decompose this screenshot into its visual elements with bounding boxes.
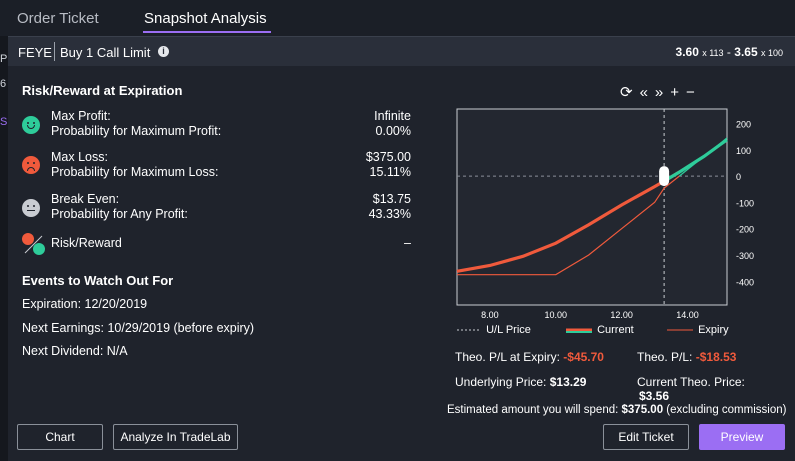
legend-label: Expiry	[698, 324, 729, 336]
legend-expiry-swatch	[667, 329, 693, 331]
theo-pl-label: Theo. P/L:	[637, 350, 693, 364]
x-tick-label: 10.00	[545, 310, 568, 320]
y-tick-label: 100	[736, 146, 751, 156]
edge-text: S	[0, 116, 8, 128]
series-expiry-line	[457, 175, 680, 276]
legend-label: U/L Price	[486, 324, 531, 336]
current-theo-price-label: Current Theo. Price:	[637, 375, 745, 389]
theo-pl-expiry: Theo. P/L at Expiry: -$45.70	[455, 350, 604, 364]
risk-reward-label: Risk/Reward	[51, 236, 122, 250]
y-tick-label: -300	[736, 251, 754, 261]
prob-any-profit-label: Probability for Any Profit:	[51, 207, 188, 221]
neutral-face-icon	[22, 199, 40, 217]
bid-price: 3.60	[675, 45, 699, 59]
max-loss-label: Max Loss:	[51, 150, 108, 164]
sad-face-icon	[22, 156, 40, 174]
plus-icon[interactable]: +	[670, 84, 680, 101]
x-tick-label: 14.00	[676, 310, 699, 320]
bid-size: x 113	[702, 48, 724, 58]
legend-ul-price: U/L Price	[457, 324, 531, 336]
max-profit-label: Max Profit:	[51, 109, 111, 123]
events-heading: Events to Watch Out For	[22, 273, 174, 288]
estimate-amount: $375.00	[621, 404, 664, 416]
theo-pl: Theo. P/L: -$18.53	[637, 350, 736, 364]
estimated-spend: Estimated amount you will spend: $375.00…	[447, 404, 786, 416]
chart-toolbar: ⟳ « » + −	[620, 83, 702, 101]
ask-price: 3.65	[734, 45, 758, 59]
background-window-edge: Pr 6 S	[0, 36, 11, 461]
legend-dotted-swatch	[457, 329, 481, 331]
quote: 3.60 x 113 - 3.65 x 100	[676, 45, 783, 59]
y-tick-label: -200	[736, 225, 754, 235]
next-earnings: Next Earnings: 10/29/2019 (before expiry…	[22, 321, 255, 335]
double-left-icon[interactable]: «	[639, 84, 648, 101]
edge-text: 6	[0, 78, 7, 90]
ask-size: x 100	[760, 48, 783, 58]
series-current-line	[456, 170, 681, 273]
legend-current: Current	[566, 324, 634, 336]
max-profit-value: Infinite	[374, 109, 411, 123]
refresh-icon[interactable]: ⟳	[620, 84, 633, 101]
smile-face-icon	[22, 116, 40, 134]
quote-separator: -	[726, 45, 731, 59]
y-tick-label: -100	[736, 198, 754, 208]
break-even-value: $13.75	[372, 192, 411, 206]
theo-pl-expiry-label: Theo. P/L at Expiry:	[455, 350, 560, 364]
prob-max-profit-value: 0.00%	[375, 124, 411, 138]
theo-pl-value: -$18.53	[695, 350, 737, 364]
next-dividend: Next Dividend: N/A	[22, 344, 128, 358]
prob-max-profit-label: Probability for Maximum Profit:	[51, 124, 222, 138]
legend-current-swatch	[566, 328, 592, 334]
prob-max-loss-label: Probability for Maximum Loss:	[51, 165, 219, 179]
symbol: FEYE	[18, 45, 52, 60]
expiration-date: Expiration: 12/20/2019	[22, 297, 148, 311]
legend-expiry: Expiry	[667, 324, 729, 336]
order-summary-bar: FEYE Buy 1 Call Limit i 3.60 x 113 - 3.6…	[8, 36, 795, 66]
analyze-tradelab-button[interactable]: Analyze In TradeLab	[113, 424, 238, 450]
tab-bar: Order Ticket Snapshot Analysis	[0, 0, 795, 36]
tab-order-ticket[interactable]: Order Ticket	[17, 10, 99, 27]
divider	[54, 42, 55, 61]
risk-reward-value: –	[404, 236, 411, 250]
tab-snapshot-analysis[interactable]: Snapshot Analysis	[144, 10, 267, 27]
underlying-price-label: Underlying Price:	[455, 375, 547, 389]
minus-icon[interactable]: −	[686, 84, 695, 101]
y-tick-label: 0	[736, 172, 741, 182]
theo-pl-expiry-value: -$45.70	[563, 350, 604, 364]
prob-max-loss-value: 15.11%	[369, 165, 411, 179]
x-tick-label: 12.00	[610, 310, 633, 320]
info-icon[interactable]: i	[158, 46, 169, 57]
y-tick-label: 200	[736, 119, 751, 129]
series-current-line-profit	[663, 138, 728, 183]
pl-chart[interactable]: 200 100 0 -100 -200 -300 -400 8.00 10.00 12.00 14.…	[448, 78, 793, 338]
underlying-price-value: $13.29	[549, 375, 587, 389]
estimate-prefix: Estimated amount you will spend:	[447, 404, 619, 416]
order-description: Buy 1 Call Limit	[60, 45, 151, 60]
break-even-label: Break Even:	[51, 192, 120, 206]
estimate-suffix: (excluding commission)	[666, 404, 787, 416]
prob-any-profit-value: 43.33%	[368, 207, 411, 221]
chart-button[interactable]: Chart	[17, 424, 103, 450]
x-tick-label: 8.00	[481, 310, 499, 320]
active-tab-indicator	[143, 31, 271, 33]
edge-text: Pr	[0, 53, 11, 65]
preview-button[interactable]: Preview	[699, 424, 785, 450]
legend-label: Current	[597, 324, 634, 336]
y-tick-label: -400	[736, 277, 754, 287]
edit-ticket-button[interactable]: Edit Ticket	[603, 424, 689, 450]
current-theo-price-value: $3.56	[639, 389, 670, 403]
underlying-price: Underlying Price: $13.29	[455, 375, 586, 389]
risk-reward-icon	[22, 233, 45, 255]
plot-frame	[456, 108, 728, 306]
max-loss-value: $375.00	[365, 150, 411, 164]
risk-reward-heading: Risk/Reward at Expiration	[22, 83, 183, 98]
double-right-icon[interactable]: »	[654, 84, 664, 101]
ul-price-drag-handle[interactable]	[659, 166, 670, 187]
